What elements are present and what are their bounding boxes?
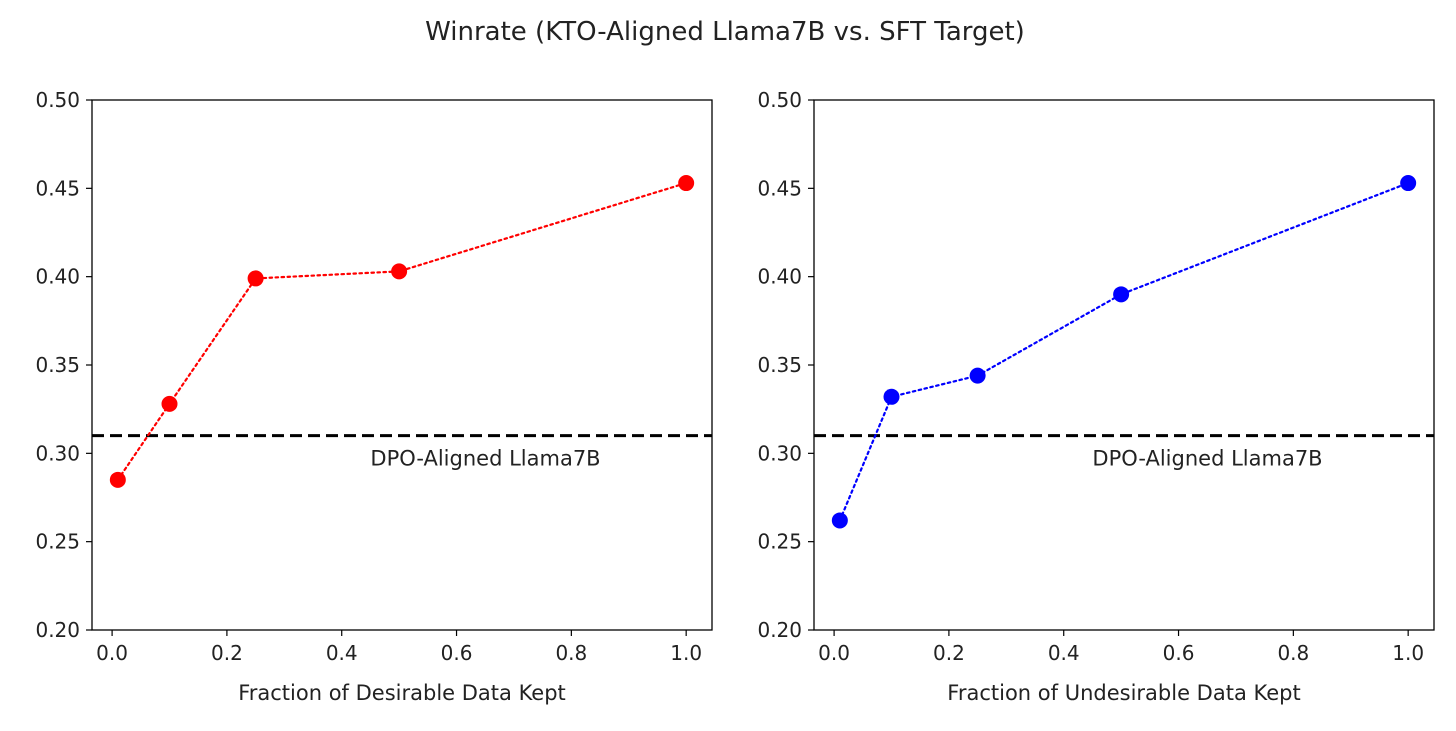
desirable-x-tick-label: 0.0 — [96, 641, 128, 665]
undesirable-x-tick-label: 0.8 — [1277, 641, 1309, 665]
undesirable-x-tick-label: 0.6 — [1163, 641, 1195, 665]
undesirable-data-point — [1113, 286, 1130, 303]
undesirable-x-tick-label: 0.0 — [818, 641, 850, 665]
desirable-y-tick-label: 0.45 — [35, 176, 80, 200]
desirable-data-point — [678, 175, 695, 192]
subplot-desirable: 0.20 0.25 0.30 0.35 0.40 0.45 0.50 0.0 0.2 0.4 0.6… — [35, 88, 713, 705]
undesirable-x-tick-label: 0.4 — [1048, 641, 1080, 665]
undesirable-reference-annotation: DPO-Aligned Llama7B — [1092, 447, 1322, 471]
figure-title: Winrate (KTO-Aligned Llama7B vs. SFT Tar… — [425, 17, 1025, 47]
desirable-data-point — [109, 471, 126, 488]
undesirable-y-tick-label: 0.45 — [757, 176, 802, 200]
undesirable-y-tick-label: 0.30 — [757, 441, 802, 465]
undesirable-data-point — [1400, 175, 1417, 192]
undesirable-data-point — [831, 512, 848, 529]
undesirable-axes-frame — [813, 99, 1435, 631]
desirable-x-tick-label: 1.0 — [670, 641, 702, 665]
undesirable-x-tick-label: 1.0 — [1392, 641, 1424, 665]
desirable-x-tick-label: 0.4 — [326, 641, 358, 665]
desirable-x-tick-label: 0.6 — [441, 641, 473, 665]
desirable-y-tick-label: 0.30 — [35, 441, 80, 465]
undesirable-y-tick-label: 0.20 — [757, 618, 802, 642]
desirable-x-tick-label: 0.2 — [211, 641, 243, 665]
undesirable-data-point — [883, 388, 900, 405]
desirable-y-tick-label: 0.50 — [35, 88, 80, 112]
subplot-undesirable: 0.20 0.25 0.30 0.35 0.40 0.45 0.50 0.0 0.2 0.4 0.6… — [757, 88, 1435, 705]
desirable-x-tick-label: 0.8 — [555, 641, 587, 665]
desirable-y-tick-label: 0.35 — [35, 353, 80, 377]
desirable-y-tick-label: 0.20 — [35, 618, 80, 642]
desirable-data-point — [161, 395, 178, 412]
desirable-axes-frame — [91, 99, 713, 631]
desirable-y-tick-label: 0.40 — [35, 265, 80, 289]
desirable-x-axis-label: Fraction of Desirable Data Kept — [238, 681, 566, 705]
undesirable-y-tick-label: 0.40 — [757, 265, 802, 289]
desirable-reference-annotation: DPO-Aligned Llama7B — [370, 447, 600, 471]
undesirable-x-tick-label: 0.2 — [933, 641, 965, 665]
undesirable-x-axis-label: Fraction of Undesirable Data Kept — [947, 681, 1300, 705]
desirable-y-tick-label: 0.25 — [35, 530, 80, 554]
undesirable-y-tick-label: 0.25 — [757, 530, 802, 554]
undesirable-y-tick-label: 0.35 — [757, 353, 802, 377]
desirable-data-point — [391, 263, 408, 280]
desirable-series-line — [116, 181, 688, 481]
undesirable-y-tick-label: 0.50 — [757, 88, 802, 112]
desirable-data-point — [247, 270, 264, 287]
undesirable-data-point — [969, 367, 986, 384]
